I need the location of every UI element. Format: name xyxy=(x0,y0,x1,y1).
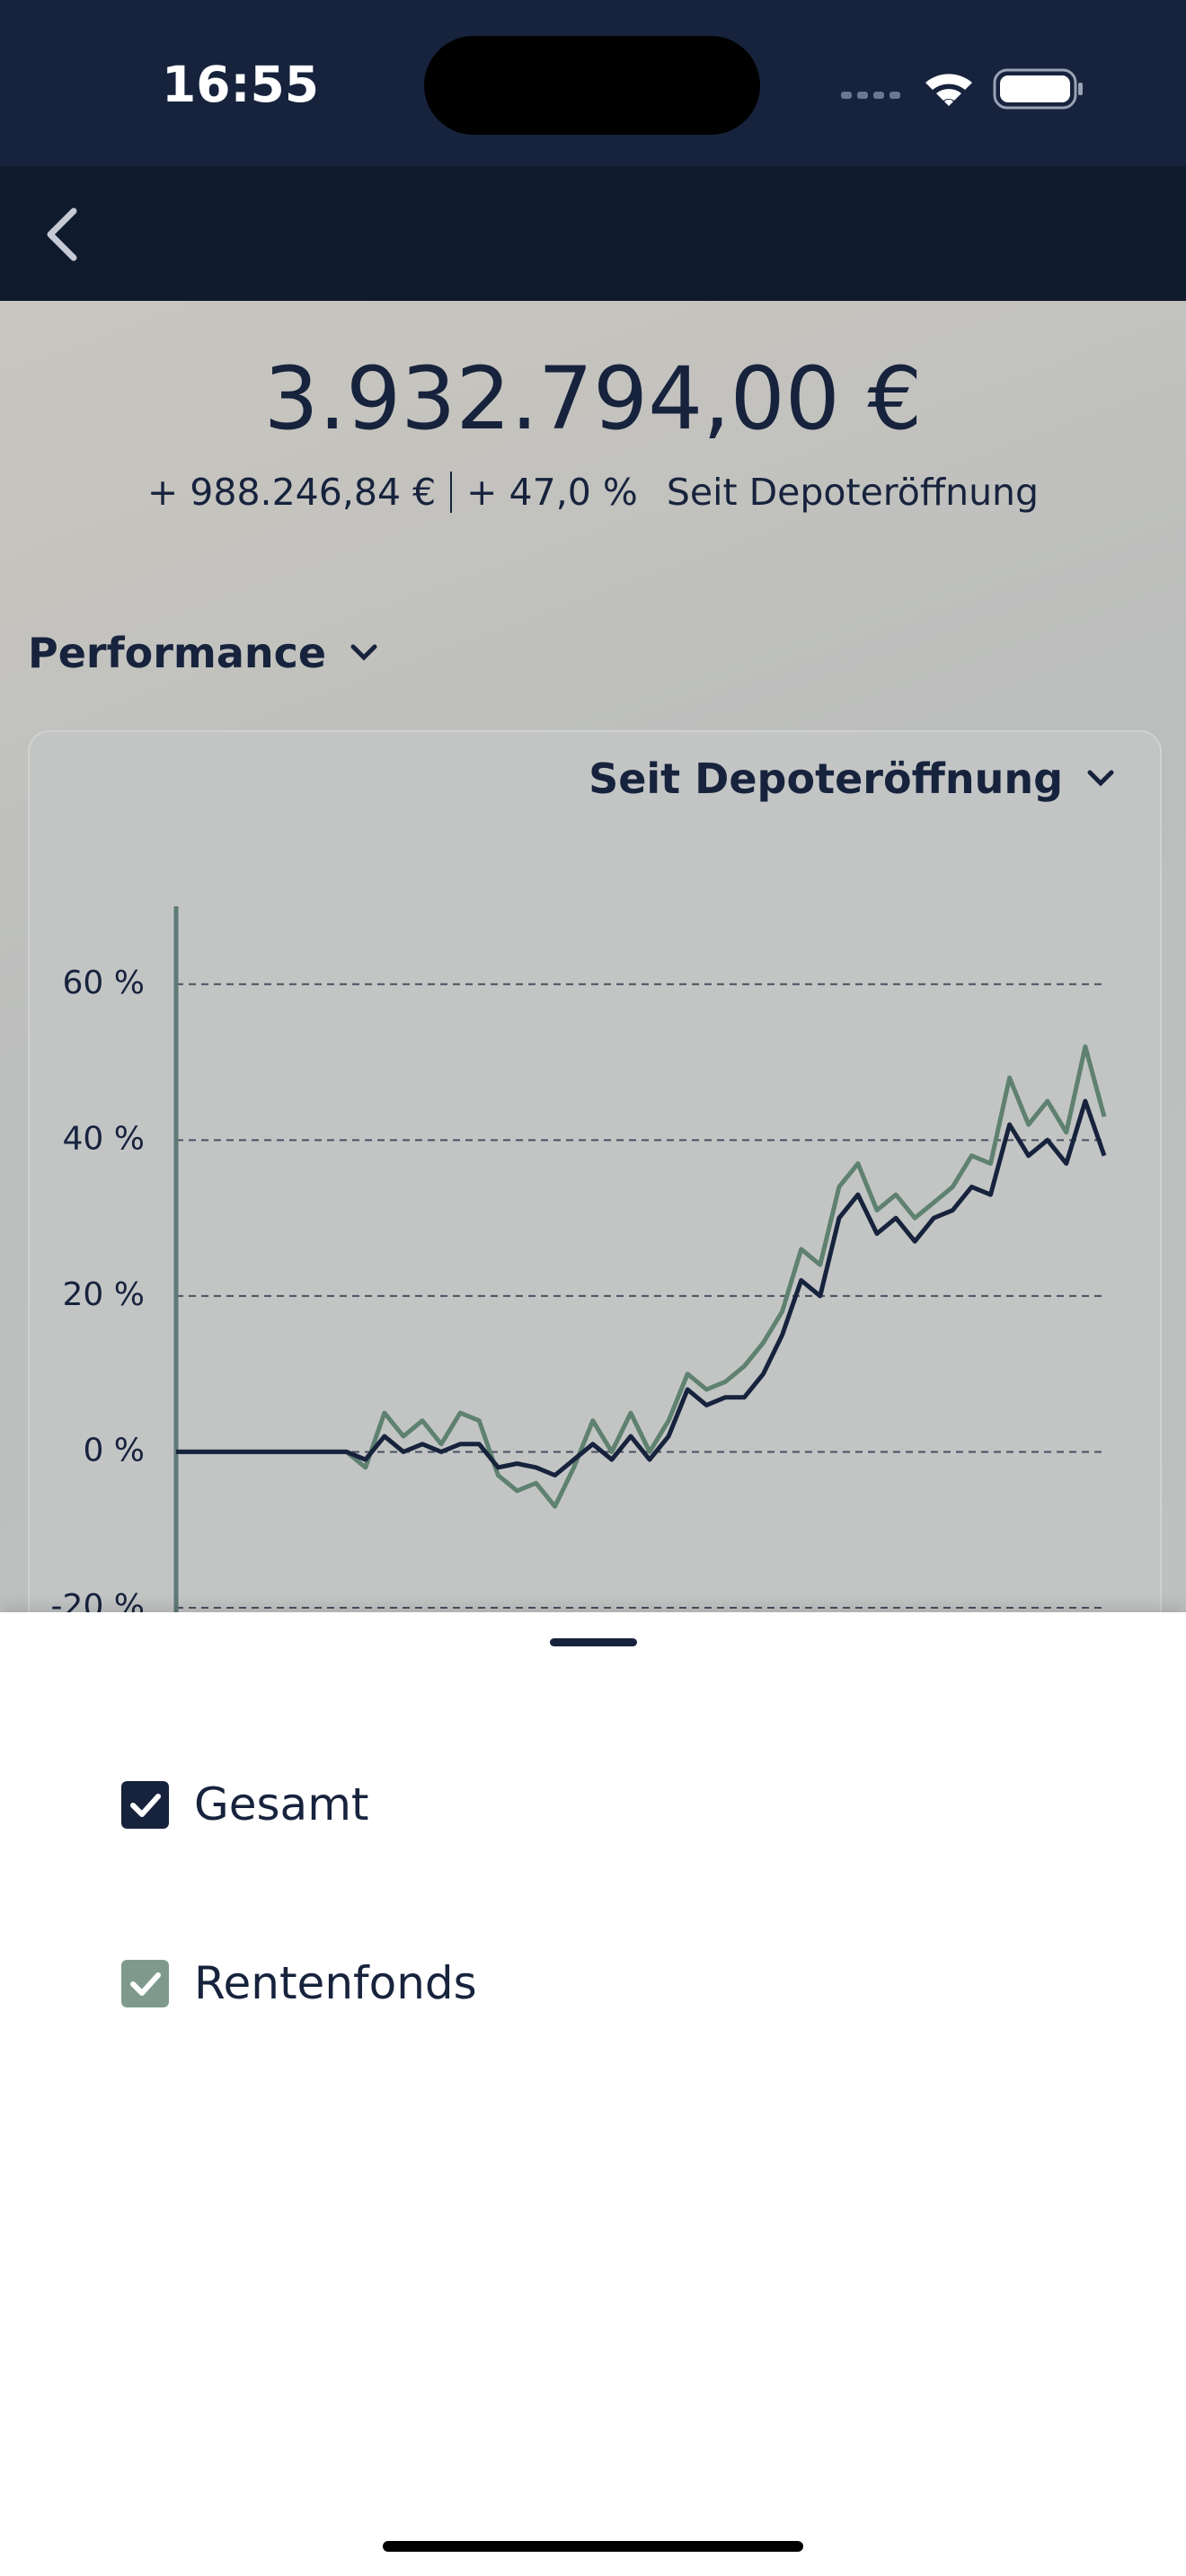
y-tick-label: -20 % xyxy=(51,1588,145,1612)
change-absolute: + 988.246,84 € xyxy=(146,471,437,514)
back-button[interactable] xyxy=(40,206,84,263)
section-title: Performance xyxy=(28,629,327,677)
change-percent: + 47,0 % xyxy=(466,471,638,514)
legend-item[interactable]: Rentenfonds xyxy=(121,1957,477,2009)
legend-label: Gesamt xyxy=(194,1778,369,1831)
period-label: Seit Depoteröffnung xyxy=(666,471,1040,514)
series-line xyxy=(176,1044,1107,1509)
y-tick-label: 0 % xyxy=(83,1432,145,1469)
status-bar: 16:55 xyxy=(0,0,1186,166)
chart: -20 % 0 % 20 % 40 % 60 % xyxy=(51,906,1107,1612)
home-indicator xyxy=(383,2541,803,2552)
legend-item[interactable]: Gesamt xyxy=(121,1778,369,1831)
chevron xyxy=(350,644,377,661)
summary-line: + 988.246,84 € + 47,0 % Seit Depoteröffn… xyxy=(0,471,1186,514)
y-tick-label: 20 % xyxy=(63,1276,145,1313)
dynamic-island xyxy=(424,36,760,135)
chart-card xyxy=(28,730,1162,1722)
section-dropdown[interactable]: Performance xyxy=(28,629,391,677)
sheet-handle[interactable] xyxy=(550,1638,637,1646)
chevron xyxy=(1087,770,1114,787)
bottom-sheet: Gesamt Rentenfonds xyxy=(0,1612,1186,2576)
checkbox[interactable] xyxy=(121,1959,169,2007)
series-line xyxy=(176,1098,1107,1478)
separator xyxy=(450,472,453,513)
legend-label: Rentenfonds xyxy=(194,1957,477,2009)
status-icons xyxy=(841,68,1083,110)
y-tick-label: 60 % xyxy=(63,965,145,1001)
nav-bar xyxy=(0,166,1186,301)
period-dropdown[interactable]: Seit Depoteröffnung xyxy=(575,754,1128,803)
total-value: 3.932.794,00 € xyxy=(263,348,923,449)
y-tick-label: 40 % xyxy=(63,1120,145,1157)
checkbox[interactable] xyxy=(121,1780,169,1829)
period-selector: Seit Depoteröffnung xyxy=(589,754,1063,803)
